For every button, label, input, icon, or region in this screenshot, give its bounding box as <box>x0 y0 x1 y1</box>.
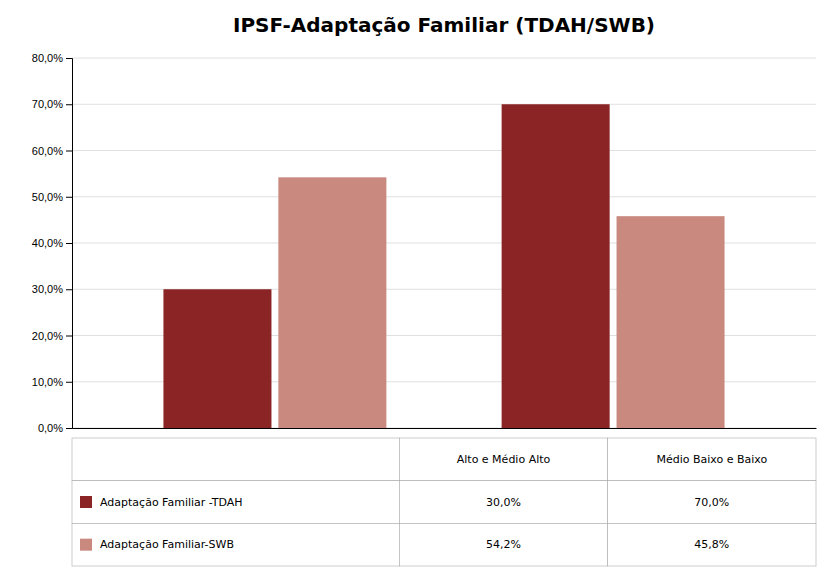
tick: 0,0% <box>38 422 72 434</box>
tick-label: 10,0% <box>32 376 63 388</box>
title: IPSF-Adaptação Familiar (TDAH/SWB) <box>233 13 655 37</box>
bars <box>163 104 724 428</box>
table-cell <box>72 523 399 566</box>
tick-label: 50,0% <box>32 191 63 203</box>
value-label: 45,8% <box>694 538 729 551</box>
table-cell <box>608 481 816 524</box>
tick-mark <box>66 58 72 59</box>
y-axis: 0,0% 10,0% 20,0% 30,0% 40,0% 50,0% 60,0% 70,0% 8… <box>32 52 73 434</box>
category-label: Médio Baixo e Baixo <box>656 453 767 466</box>
x-axis <box>73 428 817 429</box>
tick-label: 80,0% <box>32 52 63 64</box>
tick-mark <box>66 428 72 429</box>
bar <box>617 216 725 428</box>
grid-line <box>72 196 816 197</box>
bar <box>278 177 386 428</box>
tick-label: 30,0% <box>32 283 63 295</box>
legend-swatch <box>80 539 92 551</box>
tick: 70,0% <box>32 98 72 110</box>
tick-mark <box>66 243 72 244</box>
tick: 80,0% <box>32 52 72 64</box>
tick: 10,0% <box>32 376 72 388</box>
bar <box>502 104 610 428</box>
tick-mark <box>66 151 72 152</box>
value-label: 30,0% <box>486 496 521 509</box>
table-cell <box>608 523 816 566</box>
tick: 20,0% <box>32 330 72 342</box>
tick-label: 20,0% <box>32 330 63 342</box>
tick-label: 70,0% <box>32 98 63 110</box>
axis-line <box>66 59 73 429</box>
legend-swatch <box>80 496 92 508</box>
grid-line <box>72 104 816 105</box>
legend-label: Adaptação Familiar -TDAH <box>100 496 243 509</box>
table-cell <box>608 438 816 481</box>
tick-label: 40,0% <box>32 237 63 249</box>
category-label: Alto e Médio Alto <box>457 453 551 466</box>
tick: 30,0% <box>32 283 72 295</box>
tick-mark <box>66 104 72 105</box>
tick-label: 60,0% <box>32 145 63 157</box>
value-label: 54,2% <box>486 538 521 551</box>
table: Alto e Médio Alto Médio Baixo e Baixo Adap… <box>72 438 816 566</box>
table-cell <box>399 438 607 481</box>
chart: IPSF-Adaptação Familiar (TDAH/SWB) 0,0% 10… <box>0 0 836 578</box>
table-cell <box>72 481 399 524</box>
axis-line <box>73 428 817 429</box>
plot: 0,0% 10,0% 20,0% 30,0% 40,0% 50,0% 60,0% 70,0% 8… <box>32 52 817 434</box>
bar <box>163 289 271 428</box>
grid <box>72 58 816 428</box>
tick-mark <box>66 197 72 198</box>
tick-label: 0,0% <box>38 422 63 434</box>
grid-line <box>72 150 816 151</box>
tick: 50,0% <box>32 191 72 203</box>
value-label: 70,0% <box>694 496 729 509</box>
tick: 60,0% <box>32 145 72 157</box>
tick: 40,0% <box>32 237 72 249</box>
tick-mark <box>66 289 72 290</box>
legend-label: Adaptação Familiar-SWB <box>100 538 234 551</box>
table-cell <box>399 481 607 524</box>
grid-line <box>72 58 816 59</box>
tick-mark <box>66 336 72 337</box>
tick-mark <box>66 382 72 383</box>
table-cell <box>72 438 399 481</box>
table-cell <box>399 523 607 566</box>
